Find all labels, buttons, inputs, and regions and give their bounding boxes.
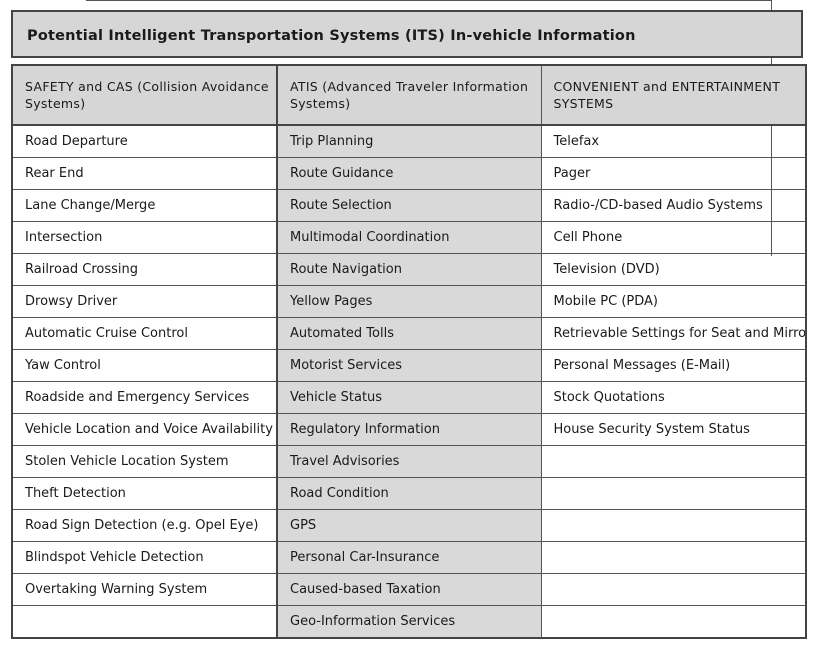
table-row: Geo-Information Services <box>11 605 807 639</box>
convenient-cell: Telefax <box>540 124 807 158</box>
convenient-cell: Personal Messages (E-Mail) <box>540 349 807 382</box>
safety-cell: Lane Change/Merge <box>11 189 278 222</box>
safety-cell: Drowsy Driver <box>11 285 278 318</box>
atis-cell: Vehicle Status <box>276 381 542 414</box>
convenient-cell <box>540 477 807 510</box>
atis-cell: Geo-Information Services <box>276 605 542 639</box>
convenient-cell <box>540 573 807 606</box>
its-table: SAFETY and CAS (Collision Avoidance Syst… <box>11 64 807 639</box>
safety-cell: Blindspot Vehicle Detection <box>11 541 278 574</box>
safety-cell: Yaw Control <box>11 349 278 382</box>
table-row: Theft Detection Road Condition <box>11 477 807 510</box>
atis-cell: Route Selection <box>276 189 542 222</box>
convenient-cell: Mobile PC (PDA) <box>540 285 807 318</box>
table-row: Vehicle Location and Voice Availability R… <box>11 413 807 446</box>
safety-cell: Roadside and Emergency Services <box>11 381 278 414</box>
table-row: Rear End Route Guidance Pager <box>11 157 807 190</box>
atis-cell: Trip Planning <box>276 124 542 158</box>
atis-cell: Caused-based Taxation <box>276 573 542 606</box>
table-row: Railroad Crossing Route Navigation Televis… <box>11 253 807 286</box>
convenient-cell: Television (DVD) <box>540 253 807 286</box>
convenient-cell: Retrievable Settings for Seat and Mirror… <box>540 317 807 350</box>
convenient-cell: Radio-/CD-based Audio Systems <box>540 189 807 222</box>
atis-cell: Travel Advisories <box>276 445 542 478</box>
convenient-cell <box>540 541 807 574</box>
table-row: Yaw Control Motorist Services Personal Mes… <box>11 349 807 382</box>
convenient-cell <box>540 445 807 478</box>
table-row: Intersection Multimodal Coordination Cell … <box>11 221 807 254</box>
table-row: Blindspot Vehicle Detection Personal Car-… <box>11 541 807 574</box>
header-convenient: CONVENIENT and ENTERTAINMENT SYSTEMS <box>540 64 807 126</box>
table-row: Road Sign Detection (e.g. Opel Eye) GPS <box>11 509 807 542</box>
header-safety: SAFETY and CAS (Collision Avoidance Syst… <box>11 64 278 126</box>
atis-cell: GPS <box>276 509 542 542</box>
convenient-cell <box>540 509 807 542</box>
convenient-cell: Pager <box>540 157 807 190</box>
convenient-cell <box>540 605 807 639</box>
safety-cell: Overtaking Warning System <box>11 573 278 606</box>
convenient-cell: Cell Phone <box>540 221 807 254</box>
convenient-cell: House Security System Status <box>540 413 807 446</box>
atis-cell: Automated Tolls <box>276 317 542 350</box>
safety-cell: Rear End <box>11 157 278 190</box>
safety-cell: Intersection <box>11 221 278 254</box>
table-row: Roadside and Emergency Services Vehicle S… <box>11 381 807 414</box>
safety-cell: Automatic Cruise Control <box>11 317 278 350</box>
safety-cell: Road Departure <box>11 124 278 158</box>
crop-line-top <box>86 0 772 1</box>
safety-cell: Road Sign Detection (e.g. Opel Eye) <box>11 509 278 542</box>
table-row: Road Departure Trip Planning Telefax <box>11 124 807 158</box>
safety-cell <box>11 605 278 639</box>
safety-cell: Railroad Crossing <box>11 253 278 286</box>
atis-cell: Regulatory Information <box>276 413 542 446</box>
header-atis: ATIS (Advanced Traveler Information Syst… <box>276 64 542 126</box>
safety-cell: Stolen Vehicle Location System <box>11 445 278 478</box>
atis-cell: Route Guidance <box>276 157 542 190</box>
atis-cell: Route Navigation <box>276 253 542 286</box>
convenient-cell: Stock Quotations <box>540 381 807 414</box>
atis-cell: Motorist Services <box>276 349 542 382</box>
table-row: Automatic Cruise Control Automated Tolls R… <box>11 317 807 350</box>
atis-cell: Yellow Pages <box>276 285 542 318</box>
table-row: Lane Change/Merge Route Selection Radio-/C… <box>11 189 807 222</box>
table-row: Overtaking Warning System Caused-based Ta… <box>11 573 807 606</box>
table-row: Drowsy Driver Yellow Pages Mobile PC (PDA) <box>11 285 807 318</box>
atis-cell: Multimodal Coordination <box>276 221 542 254</box>
safety-cell: Theft Detection <box>11 477 278 510</box>
table-row: Stolen Vehicle Location System Travel Adv… <box>11 445 807 478</box>
table-body: Road Departure Trip Planning Telefax Rear E… <box>11 124 807 639</box>
title-banner: Potential Intelligent Transportation Sys… <box>11 10 803 58</box>
atis-cell: Personal Car-Insurance <box>276 541 542 574</box>
page-title: Potential Intelligent Transportation Sys… <box>27 28 636 44</box>
header-row: SAFETY and CAS (Collision Avoidance Syst… <box>11 64 807 126</box>
safety-cell: Vehicle Location and Voice Availability <box>11 413 278 446</box>
atis-cell: Road Condition <box>276 477 542 510</box>
